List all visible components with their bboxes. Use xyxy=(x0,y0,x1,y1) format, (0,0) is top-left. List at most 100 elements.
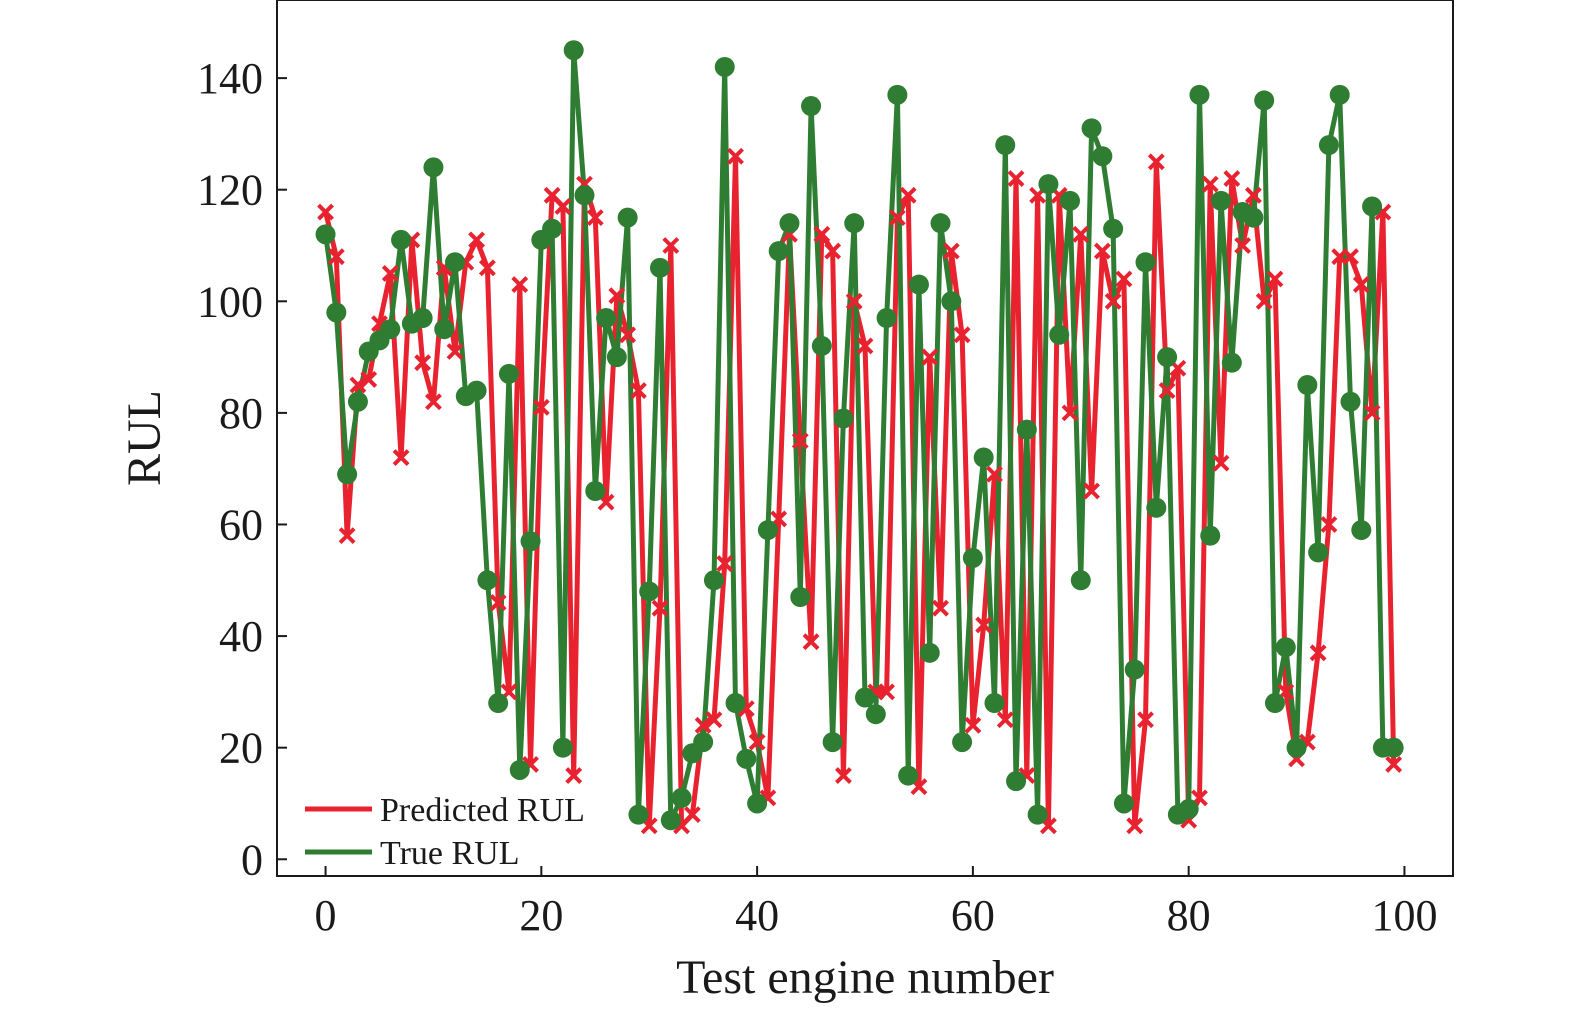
point-true-rul xyxy=(596,308,617,329)
point-true-rul xyxy=(1297,374,1318,395)
point-predicted-rul xyxy=(1093,242,1111,260)
point-predicted-rul xyxy=(446,343,464,360)
point-predicted-rul xyxy=(349,376,367,394)
x-tick-label: 60 xyxy=(951,891,995,940)
point-predicted-rul xyxy=(1266,270,1284,288)
point-predicted-rul xyxy=(921,348,939,366)
x-tick-label: 0 xyxy=(315,891,337,940)
point-predicted-rul xyxy=(856,337,874,355)
point-true-rul xyxy=(725,693,746,714)
point-predicted-rul xyxy=(813,225,831,243)
point-true-rul xyxy=(606,347,627,368)
point-predicted-rul xyxy=(824,242,842,260)
point-predicted-rul xyxy=(1363,404,1381,422)
x-tick-label: 80 xyxy=(1167,891,1211,940)
point-true-rul xyxy=(617,207,638,228)
x-axis-label: Test engine number xyxy=(676,951,1054,1004)
point-true-rul xyxy=(736,748,757,769)
point-predicted-rul xyxy=(1342,248,1359,266)
point-predicted-rul xyxy=(802,633,820,651)
point-predicted-rul xyxy=(1309,644,1327,662)
point-predicted-rul xyxy=(1137,711,1154,729)
point-true-rul xyxy=(585,481,606,502)
point-true-rul xyxy=(1081,118,1102,139)
y-axis-label: RUL xyxy=(118,390,171,486)
point-predicted-rul xyxy=(942,242,960,260)
point-true-rul xyxy=(693,732,714,753)
x-tick-label: 20 xyxy=(519,891,563,940)
point-true-rul xyxy=(315,224,336,245)
point-true-rul xyxy=(941,291,962,312)
point-true-rul xyxy=(822,732,843,753)
point-true-rul xyxy=(1340,391,1361,412)
point-true-rul xyxy=(1329,84,1350,105)
point-true-rul xyxy=(962,547,983,568)
point-true-rul xyxy=(1124,659,1145,680)
point-true-rul xyxy=(1006,771,1027,792)
point-true-rul xyxy=(552,737,573,758)
point-predicted-rul xyxy=(1385,755,1403,773)
point-true-rul xyxy=(984,693,1005,714)
y-tick-label: 80 xyxy=(219,389,263,438)
point-true-rul xyxy=(477,570,498,591)
y-tick-label: 20 xyxy=(219,724,263,773)
point-predicted-rul xyxy=(748,733,766,751)
point-predicted-rul xyxy=(381,264,399,282)
point-predicted-rul xyxy=(586,209,604,227)
point-predicted-rul xyxy=(835,767,852,784)
point-true-rul xyxy=(811,335,832,356)
point-true-rul xyxy=(671,787,692,808)
x-tick-label: 40 xyxy=(735,891,779,940)
y-tick-label: 140 xyxy=(197,54,263,103)
point-predicted-rul xyxy=(845,292,863,310)
point-true-rul xyxy=(1092,146,1113,167)
point-predicted-rul xyxy=(425,393,442,411)
point-true-rul xyxy=(930,213,951,234)
y-tick-label: 120 xyxy=(197,166,263,215)
point-predicted-rul xyxy=(489,594,507,612)
point-true-rul xyxy=(1211,190,1232,211)
point-true-rul xyxy=(887,84,908,105)
point-predicted-rul xyxy=(662,237,680,254)
point-true-rul xyxy=(347,391,368,412)
point-true-rul xyxy=(574,185,595,206)
point-predicted-rul xyxy=(878,683,895,701)
point-true-rul xyxy=(1264,693,1285,714)
point-predicted-rul xyxy=(964,716,982,734)
y-tick-label: 60 xyxy=(219,500,263,549)
point-true-rul xyxy=(1243,207,1264,228)
point-true-rul xyxy=(498,363,519,384)
point-true-rul xyxy=(1351,520,1372,541)
point-true-rul xyxy=(434,319,455,340)
point-true-rul xyxy=(520,531,541,552)
point-true-rul xyxy=(660,810,681,831)
point-predicted-rul xyxy=(683,806,701,824)
point-true-rul xyxy=(1027,804,1048,825)
point-predicted-rul xyxy=(468,231,486,249)
point-predicted-rul xyxy=(511,276,529,293)
point-true-rul xyxy=(973,447,994,468)
point-true-rul xyxy=(952,732,973,753)
point-predicted-rul xyxy=(975,616,993,634)
point-predicted-rul xyxy=(532,398,550,416)
point-predicted-rul xyxy=(651,599,669,617)
point-true-rul xyxy=(844,213,865,234)
point-true-rul xyxy=(801,96,822,117)
point-true-rul xyxy=(995,135,1016,156)
point-predicted-rul xyxy=(1126,817,1144,835)
point-true-rul xyxy=(337,464,358,485)
point-predicted-rul xyxy=(1115,270,1133,288)
point-true-rul xyxy=(1318,135,1339,156)
point-true-rul xyxy=(412,308,433,329)
point-true-rul xyxy=(779,213,800,234)
point-true-rul xyxy=(628,804,649,825)
point-predicted-rul xyxy=(716,555,734,572)
point-predicted-rul xyxy=(338,527,356,545)
point-true-rul xyxy=(542,218,563,239)
point-predicted-rul xyxy=(619,326,637,344)
point-predicted-rul xyxy=(1234,237,1252,254)
point-true-rul xyxy=(509,759,530,780)
y-tick-label: 100 xyxy=(197,277,263,326)
point-predicted-rul xyxy=(327,248,345,266)
